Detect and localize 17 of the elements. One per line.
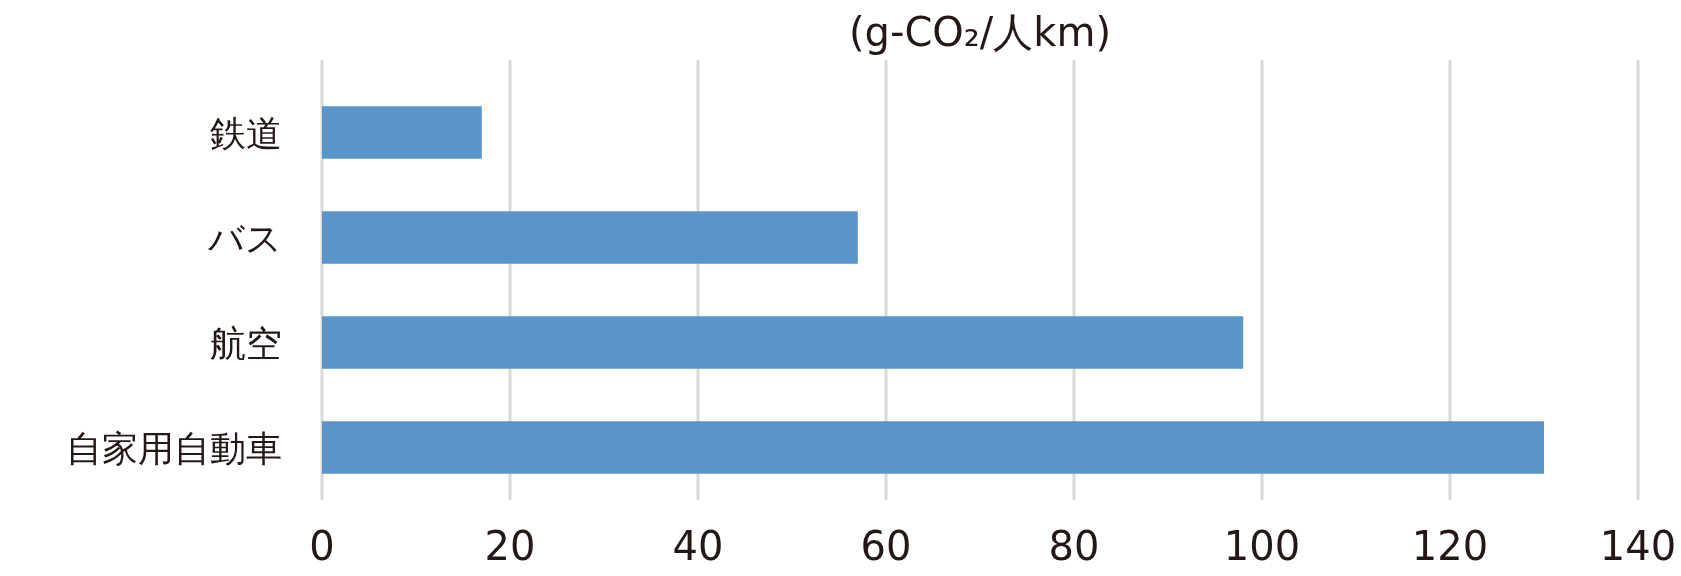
x-tick-label: 40 bbox=[672, 523, 724, 569]
x-tick-label: 100 bbox=[1223, 523, 1301, 569]
x-tick-label: 140 bbox=[1599, 523, 1677, 569]
y-tick-label: 鉄道 bbox=[210, 112, 282, 154]
bar bbox=[322, 316, 1244, 369]
chart-title: (g-CO₂/人km) bbox=[848, 9, 1112, 55]
x-tick-label: 120 bbox=[1411, 523, 1489, 569]
y-tick-label: 自家用自動車 bbox=[66, 427, 282, 469]
bar bbox=[322, 106, 482, 159]
x-tick-label: 20 bbox=[484, 523, 536, 569]
x-tick-label: 0 bbox=[309, 523, 335, 569]
x-tick-label: 60 bbox=[860, 523, 912, 569]
x-tick-label: 80 bbox=[1048, 523, 1100, 569]
bar bbox=[322, 211, 858, 264]
y-tick-label: バス bbox=[207, 217, 282, 259]
bar bbox=[322, 421, 1544, 474]
y-tick-label: 航空 bbox=[210, 322, 282, 364]
